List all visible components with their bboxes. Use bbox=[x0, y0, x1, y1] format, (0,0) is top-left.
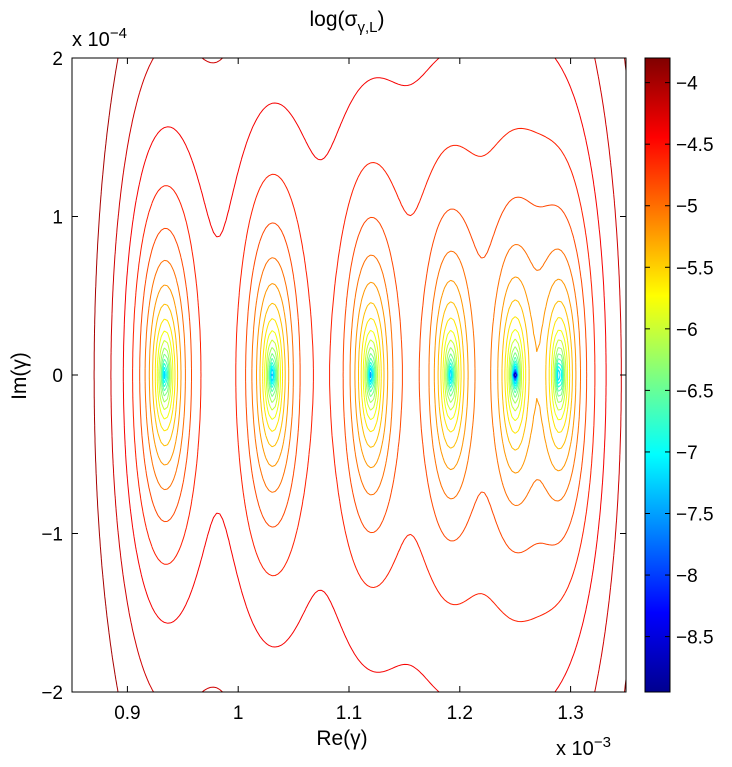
chart-title: log(σγ,L) bbox=[310, 8, 385, 36]
y-axis-multiplier: x 10−4 bbox=[72, 25, 127, 51]
contour-level-line bbox=[144, 244, 581, 506]
y-axis-ticks: 2 1 0 −1 −2 bbox=[41, 49, 626, 704]
colorbar-tick-label: −5 bbox=[676, 197, 698, 218]
colorbar-tick-label: −8.5 bbox=[676, 628, 714, 649]
contour-level-line bbox=[156, 328, 568, 422]
contour-level-line bbox=[160, 352, 565, 398]
colorbar-ticks: −4 −4.5 −5 −5.5 −6 −6.5 −7 −7.5 −8 −8.5 bbox=[645, 74, 714, 649]
colorbar-tick-label: −7.5 bbox=[676, 504, 714, 525]
x-tick-label: 0.9 bbox=[114, 703, 140, 724]
contour-level-line bbox=[152, 299, 573, 451]
y-multiplier-exponent: −4 bbox=[110, 25, 127, 42]
chart-title-subscript: γ,L bbox=[357, 19, 377, 36]
colorbar bbox=[644, 57, 671, 693]
contour-level-line bbox=[132, 127, 596, 623]
y-multiplier-base: x 10 bbox=[72, 29, 110, 51]
y-tick-label: −1 bbox=[41, 525, 63, 546]
colorbar-tick-label: −5.5 bbox=[676, 258, 714, 279]
colorbar-tick-label: −6.5 bbox=[676, 381, 714, 402]
contour-level-line bbox=[122, 58, 607, 692]
contour-level-line bbox=[93, 58, 626, 692]
chart-title-end: ) bbox=[378, 8, 385, 31]
y-tick-label: −2 bbox=[41, 683, 63, 704]
x-axis-label: Re(γ) bbox=[316, 727, 367, 750]
y-tick-label: 2 bbox=[52, 49, 63, 70]
y-tick-label: 0 bbox=[52, 366, 63, 387]
colorbar-tick-label: −7 bbox=[676, 443, 698, 464]
x-axis-multiplier: x 10−3 bbox=[556, 734, 611, 760]
contour-level-line bbox=[158, 338, 567, 412]
colorbar-tick-label: −4.5 bbox=[676, 135, 714, 156]
x-tick-label: 1.3 bbox=[557, 703, 583, 724]
x-tick-label: 1.1 bbox=[336, 703, 362, 724]
y-tick-label: 1 bbox=[52, 208, 63, 229]
y-axis-label: Im(γ) bbox=[8, 352, 31, 400]
colorbar-tick-label: −4 bbox=[676, 74, 698, 95]
contour-level-line bbox=[154, 316, 571, 434]
colorbar-tick-label: −6 bbox=[676, 320, 698, 341]
contour-level-line bbox=[159, 346, 565, 404]
contour-level-line bbox=[162, 360, 563, 390]
x-tick-label: 1 bbox=[233, 703, 244, 724]
contour-level-line bbox=[110, 58, 622, 692]
x-multiplier-base: x 10 bbox=[556, 738, 594, 760]
contour-level-line bbox=[513, 372, 517, 378]
contour-lines bbox=[93, 58, 626, 692]
x-axis-ticks: 0.9 1 1.1 1.2 1.3 bbox=[114, 58, 584, 724]
contour-level-line bbox=[139, 196, 588, 554]
colorbar-tick-label: −8 bbox=[676, 566, 698, 587]
contour-level-line bbox=[162, 363, 562, 387]
chart-title-base: log(σ bbox=[310, 8, 358, 31]
x-tick-label: 1.2 bbox=[447, 703, 473, 724]
contour-level-line bbox=[148, 276, 577, 474]
x-multiplier-exponent: −3 bbox=[594, 734, 611, 751]
